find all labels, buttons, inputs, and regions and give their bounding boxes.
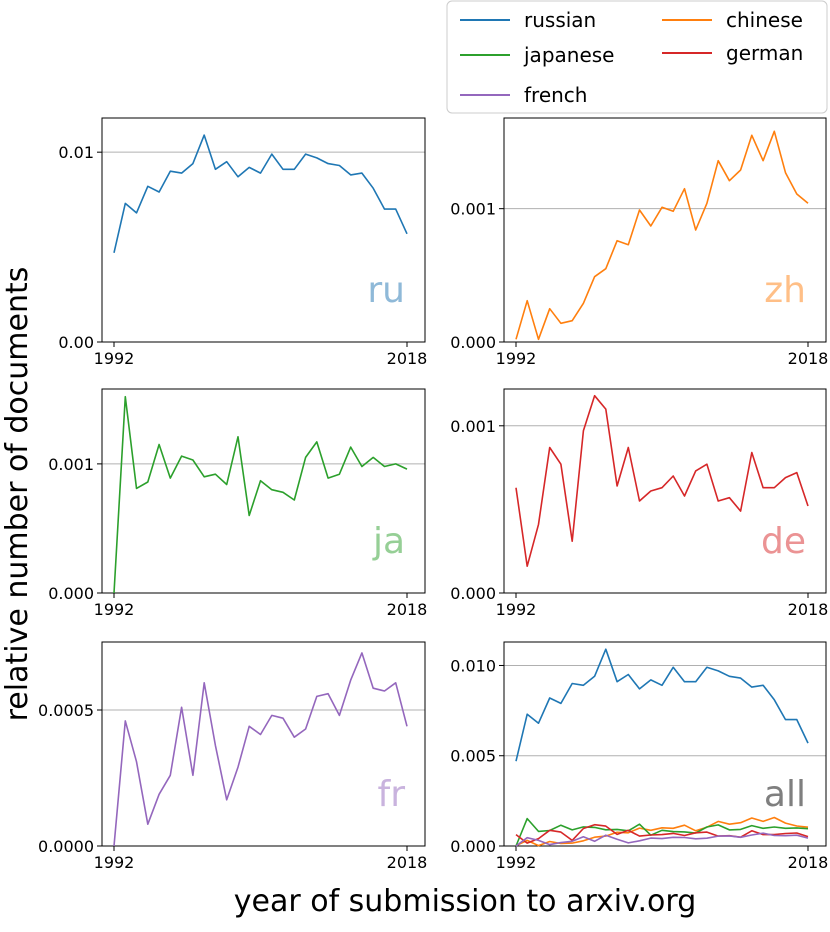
x-tick-label: 1992 [94,349,135,368]
x-tick-label: 2018 [788,600,829,619]
panel-tag-label: de [761,521,806,562]
x-tick-label: 2018 [387,600,428,619]
x-tick-label: 1992 [496,349,537,368]
series-line-german [515,394,809,568]
y-tick-label: 0.001 [450,417,496,436]
legend: russian chinese japanese german french [446,0,828,114]
x-tick-label: 1992 [94,600,135,619]
axes-frame [101,117,426,343]
x-tick-label: 2018 [788,349,829,368]
y-tick-label: 0.005 [450,747,496,766]
series-line-russian [515,648,809,762]
legend-entry-french: french [460,83,587,107]
legend-label: chinese [726,8,803,32]
y-tick-label: 0.000 [450,333,496,352]
y-tick-label: 0.001 [48,455,94,474]
panel-tag-label: ja [372,521,405,562]
x-tick-label: 2018 [387,853,428,872]
series-line-russian [113,134,408,253]
legend-entry-japanese: japanese [460,43,614,67]
panel-tag-label: fr [378,774,406,815]
legend-entry-chinese: chinese [662,8,803,32]
panel-fr: 0.0000 0.0005 1992 2018 fr [38,641,428,872]
legend-label: french [524,83,587,107]
figure-x-label: year of submission to arxiv.org [234,884,696,919]
y-tick-label: 0.010 [450,656,496,675]
legend-label: japanese [523,43,614,67]
legend-label: german [726,41,803,65]
legend-entry-german: german [662,41,803,65]
x-tick-label: 1992 [496,600,537,619]
x-tick-label: 1992 [496,853,537,872]
y-tick-label: 0.01 [58,143,94,162]
y-tick-label: 0.000 [450,584,496,603]
series-line-japanese [113,395,408,594]
panel-all: 0.000 0.005 0.010 1992 2018 all [450,641,829,872]
y-tick-label: 0.000 [450,837,496,856]
x-tick-label: 2018 [387,349,428,368]
axes-frame [101,641,426,847]
axes-frame [503,117,827,343]
x-tick-label: 2018 [788,853,829,872]
panel-zh: 0.000 0.001 1992 2018 zh [450,117,829,368]
y-tick-label: 0.001 [450,200,496,219]
axes-frame [503,641,827,847]
panel-de: 0.000 0.001 1992 2018 de [450,388,829,619]
series-line-chinese [515,816,809,847]
series-line-french [113,652,408,847]
y-tick-label: 0.0000 [38,837,94,856]
panel-tag-label: all [764,774,806,815]
y-tick-label: 0.00 [58,333,94,352]
x-tick-label: 1992 [94,853,135,872]
panel-ja: 0.000 0.001 1992 2018 ja [48,388,428,619]
series-line-japanese [515,817,809,847]
panel-tag-label: zh [764,270,806,311]
axes-frame [503,388,827,594]
legend-entry-russian: russian [460,8,596,32]
y-tick-label: 0.0005 [38,701,94,720]
legend-label: russian [524,8,596,32]
y-tick-label: 0.000 [48,584,94,603]
series-line-chinese [515,130,809,341]
panel-tag-label: ru [367,270,405,311]
legend-box [446,0,828,114]
figure-y-label: relative number of documents [0,267,35,722]
axes-frame [101,388,426,594]
series-line-french [515,832,809,847]
panel-ru: 0.00 0.01 1992 2018 ru [58,117,428,368]
